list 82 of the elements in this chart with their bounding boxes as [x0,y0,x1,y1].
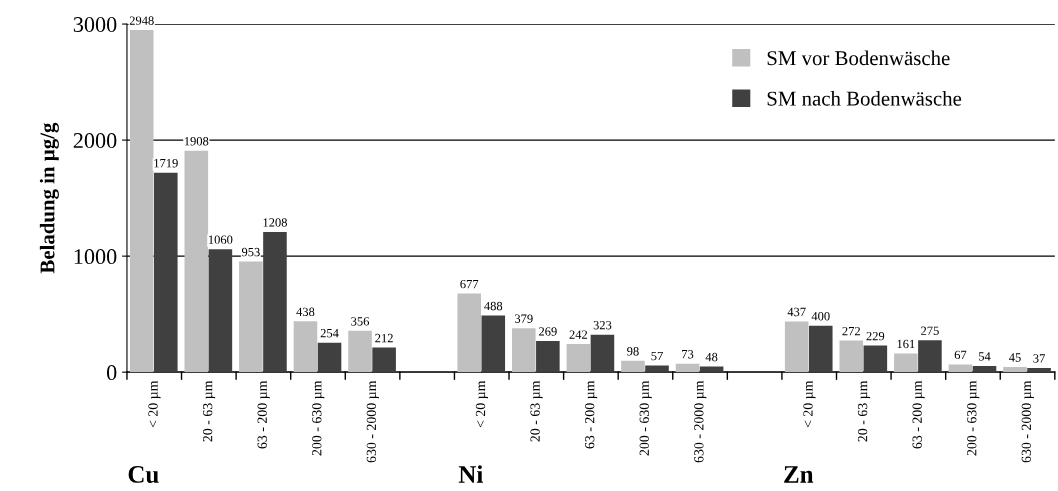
data-label: 54 [978,352,991,361]
text: Cu [128,466,159,483]
x-tick-label: 630 - 2000 µm [694,380,707,463]
bar [784,321,809,373]
bar [239,261,263,373]
bar [372,347,396,373]
data-label: 953 [241,247,260,257]
data-label: 1208 [263,218,287,227]
bar [317,342,342,373]
data-label: 379 [515,314,533,323]
data-label: 272 [842,326,860,336]
x-tick-label: 630 - 2000 µm [366,380,379,463]
data-label: 438 [296,307,315,317]
bar [894,353,918,373]
x-tick-label: 63 - 200 µm [585,380,598,449]
data-label: 2948 [129,16,154,25]
bar [1003,366,1027,373]
y-tick-label: 0 [106,365,117,381]
bar [129,30,154,373]
bar [293,321,318,373]
data-label: 323 [593,320,612,330]
data-label: 48 [705,352,718,362]
bar [536,340,560,373]
x-tick-label: 63 - 200 µm [912,380,925,449]
data-label: 229 [866,331,885,341]
data-label: 212 [375,333,393,343]
bar [590,334,615,373]
bar [948,364,973,373]
bar [457,293,481,373]
bar [481,315,506,373]
data-label: 254 [320,328,339,338]
data-label: 98 [627,347,639,356]
x-tick-label: 20 - 63 µm [857,380,871,442]
legend-label: SM nach Bodenwäsche [767,91,962,106]
x-tick-label: 200 - 630 µm [639,380,652,456]
data-label: 242 [569,330,588,339]
bar [208,249,233,373]
data-label: 37 [1033,354,1045,363]
bar [263,232,287,373]
x-tick-label: 63 - 200 µm [257,380,270,449]
data-label: 437 [787,307,806,317]
bar [566,344,591,373]
x-tick-label: < 20 µm [148,380,161,428]
text: Zn [784,466,814,483]
data-label: 57 [651,351,663,361]
bar [154,172,178,373]
data-label: 1060 [208,235,233,244]
data-label: 488 [484,301,503,311]
x-tick-label: 630 - 2000 µm [1021,380,1034,463]
y-axis-title: Beladung in µg/g [39,122,59,274]
y-tick-label: 2000 [73,133,117,149]
bar [972,365,997,373]
data-label: 67 [954,350,967,360]
y-tick-label: 3000 [73,16,117,32]
data-label: 1908 [184,137,209,146]
bar [863,345,888,373]
x-tick-label: 200 - 630 µm [967,380,980,456]
bar [839,340,864,373]
bar [184,150,209,373]
x-tick-label: 20 - 63 µm [530,380,543,442]
data-label: 73 [682,349,694,359]
legend-label: SM vor Bodenwäsche [767,50,950,66]
x-tick-label: < 20 µm [475,380,489,428]
data-label: 269 [539,327,557,336]
bar [1027,367,1051,373]
bar [348,330,372,373]
x-tick-label: 200 - 630 µm [312,380,325,456]
text: Ni [458,465,483,483]
data-label: 1719 [154,158,178,168]
bar [808,325,833,373]
bar [675,363,700,373]
x-tick-label: < 20 µm [803,380,816,428]
y-tick-label: 1000 [74,249,117,265]
bar [621,360,645,373]
data-label: 400 [811,312,830,321]
bar [645,365,669,373]
data-label: 356 [351,317,370,326]
data-label: 45 [1009,353,1021,362]
data-label: 275 [921,326,939,335]
data-label: 161 [897,339,915,349]
x-tick-label: 20 - 63 µm [202,380,216,442]
data-label: 677 [460,279,479,289]
